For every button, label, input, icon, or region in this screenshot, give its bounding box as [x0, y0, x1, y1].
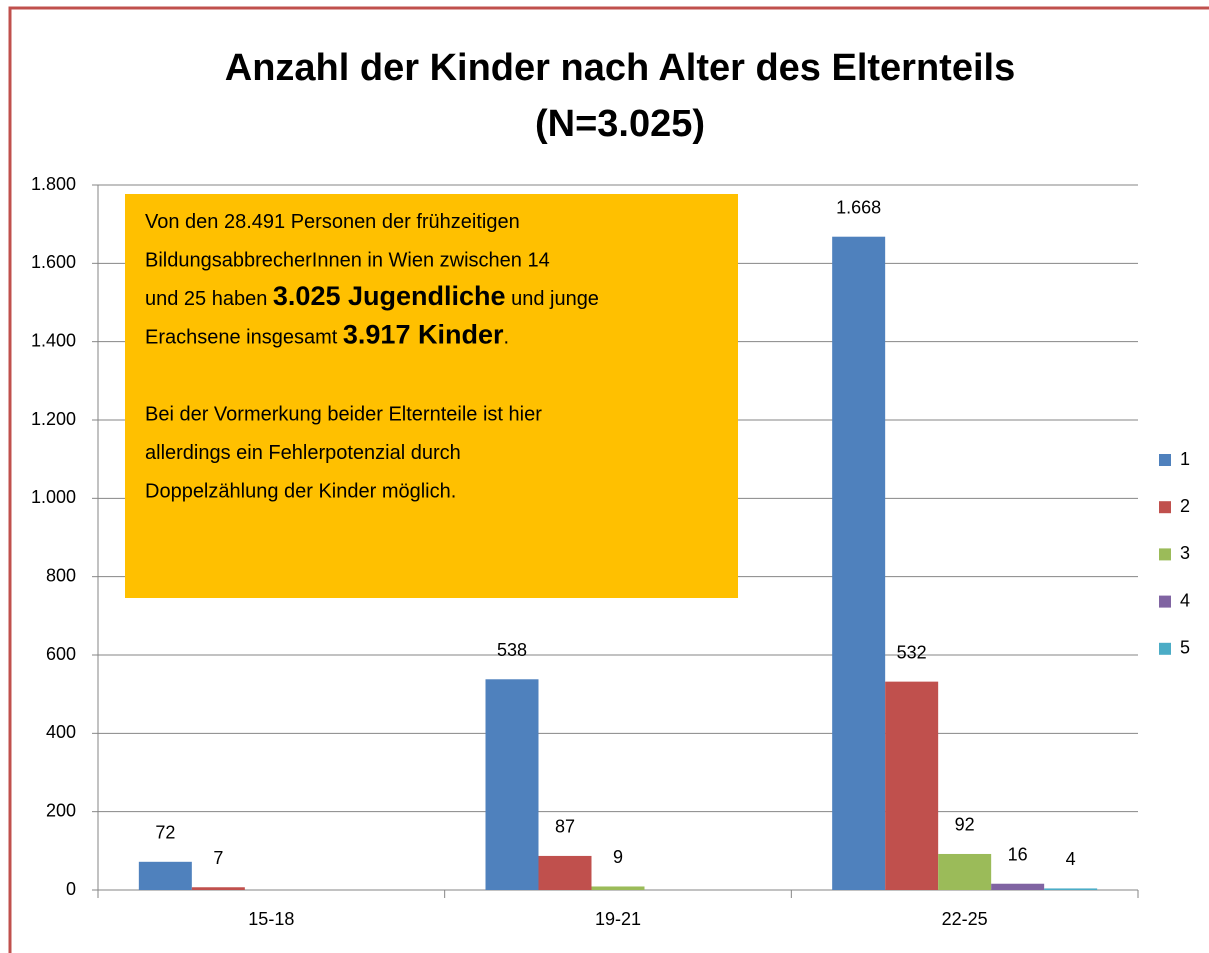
- annotation-text: 3.025 Jugendliche: [273, 281, 506, 311]
- y-tick-label: 800: [46, 565, 76, 585]
- legend-label: 4: [1180, 590, 1190, 610]
- bar: [885, 681, 939, 890]
- x-tick-label: 15-18: [248, 909, 294, 929]
- bar: [1044, 888, 1098, 890]
- annotation-line: BildungsabbrecherInnen in Wien zwischen …: [145, 250, 550, 272]
- annotation-line: Doppelzählung der Kinder möglich.: [145, 481, 456, 503]
- annotation-line: Erachsene insgesamt 3.917 Kinder.: [145, 320, 509, 350]
- bar: [832, 236, 886, 890]
- data-label: 87: [555, 817, 575, 837]
- legend-swatch: [1159, 548, 1171, 561]
- annotation-line: allerdings ein Fehlerpotenzial durch: [145, 442, 461, 464]
- y-tick-label: 200: [46, 800, 76, 820]
- legend-label: 2: [1180, 496, 1190, 516]
- data-label: 4: [1066, 849, 1076, 869]
- legend-swatch: [1159, 642, 1171, 655]
- y-tick-label: 1.200: [31, 409, 76, 429]
- y-tick-label: 0: [66, 879, 76, 899]
- annotation-text: 3.917 Kinder: [343, 320, 504, 350]
- data-label: 7: [213, 848, 223, 868]
- legend-label: 3: [1180, 543, 1190, 563]
- y-tick-label: 1.800: [31, 174, 76, 194]
- annotation-text: Erachsene insgesamt: [145, 327, 343, 349]
- bar: [591, 886, 645, 890]
- legend-label: 5: [1180, 638, 1190, 658]
- bar: [138, 861, 192, 890]
- bar: [991, 883, 1045, 890]
- y-tick-label: 1.400: [31, 330, 76, 350]
- frame: [8, 6, 1209, 953]
- annotation-text: Bei der Vormerkung beider Elternteile is…: [145, 404, 542, 426]
- bar: [485, 679, 539, 890]
- data-label: 1.668: [836, 197, 881, 217]
- data-label: 72: [155, 823, 175, 843]
- chart-title: (N=3.025): [535, 103, 705, 145]
- annotation-text: und junge: [506, 288, 599, 310]
- annotation-line: Bei der Vormerkung beider Elternteile is…: [145, 404, 542, 426]
- data-label: 9: [613, 847, 623, 867]
- data-label: 16: [1008, 844, 1028, 864]
- bar: [191, 887, 245, 890]
- annotation-text: Doppelzählung der Kinder möglich.: [145, 481, 456, 503]
- legend-swatch: [1159, 595, 1171, 608]
- data-label: 532: [897, 642, 927, 662]
- y-tick-label: 1.000: [31, 487, 76, 507]
- x-tick-label: 19-21: [595, 909, 641, 929]
- annotation-box: [125, 194, 738, 598]
- annotation-text: allerdings ein Fehlerpotenzial durch: [145, 442, 461, 464]
- y-tick-label: 400: [46, 722, 76, 742]
- legend-swatch: [1159, 501, 1171, 514]
- annotation-line: und 25 haben 3.025 Jugendliche und junge: [145, 281, 599, 311]
- data-label: 92: [955, 815, 975, 835]
- legend-swatch: [1159, 454, 1171, 466]
- x-tick-label: 22-25: [942, 909, 988, 929]
- y-tick-label: 600: [46, 644, 76, 664]
- bar: [538, 855, 592, 890]
- annotation-text: Von den 28.491 Personen der frühzeitigen: [145, 211, 520, 233]
- annotation-text: und 25 haben: [145, 288, 273, 310]
- bar: [938, 853, 992, 890]
- chart-title: Anzahl der Kinder nach Alter des Elternt…: [225, 47, 1015, 89]
- legend-label: 1: [1180, 449, 1190, 469]
- y-tick-label: 1.600: [31, 252, 76, 272]
- annotation-text: .: [503, 327, 509, 349]
- data-label: 538: [497, 640, 527, 660]
- annotation-line: Von den 28.491 Personen der frühzeitigen: [145, 211, 520, 233]
- annotation-text: BildungsabbrecherInnen in Wien zwischen …: [145, 250, 550, 272]
